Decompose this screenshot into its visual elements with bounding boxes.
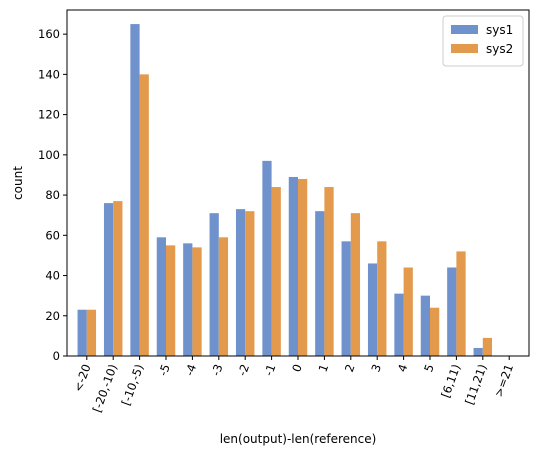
bar-sys2-7 <box>271 187 281 356</box>
bars-group <box>77 24 493 357</box>
y-tick-label: 120 <box>38 108 60 122</box>
bar-sys2-1 <box>113 201 123 356</box>
bar-sys2-12 <box>403 267 413 356</box>
bar-sys1-8 <box>288 176 298 356</box>
x-tick-label: 2 <box>342 362 358 374</box>
bar-sys1-9 <box>315 211 325 356</box>
x-axis: <-20[-20,-10)[-10,-5) -5 -4 -3 -2 -1 0 1 2 3 4 5 [6,… <box>71 356 516 414</box>
x-tick-label: -1 <box>261 362 278 378</box>
bar-sys1-12 <box>394 293 404 356</box>
legend-swatch-sys1 <box>451 25 478 34</box>
y-tick-label: 160 <box>38 27 60 41</box>
y-tick-label: 80 <box>45 188 60 202</box>
bar-sys1-4 <box>183 243 193 356</box>
bar-sys1-15 <box>473 347 483 356</box>
x-axis-label: len(output)-len(reference) <box>220 432 377 446</box>
bar-sys1-10 <box>341 241 351 356</box>
bar-sys1-13 <box>420 295 430 356</box>
y-axis: 0 20 40 60 80 100 120 140 160 <box>38 27 67 363</box>
x-tick-label: [-20,-10) <box>90 362 120 414</box>
bar-sys2-2 <box>139 74 149 357</box>
y-tick-label: 0 <box>53 349 60 363</box>
bar-sys2-15 <box>482 337 493 356</box>
y-tick-label: 40 <box>45 269 60 283</box>
bar-sys1-2 <box>130 24 140 357</box>
bar-sys1-7 <box>262 160 272 356</box>
y-tick-label: 100 <box>38 148 60 162</box>
bar-sys2-14 <box>456 251 466 356</box>
bar-sys2-5 <box>218 237 229 356</box>
x-tick-label: 1 <box>316 362 332 374</box>
x-tick-label: [-10,-5) <box>119 362 147 407</box>
bar-sys1-14 <box>447 267 457 356</box>
x-tick-label: 0 <box>289 362 305 374</box>
y-tick-label: 140 <box>38 67 60 81</box>
bar-sys1-11 <box>367 263 378 356</box>
x-tick-label: >=21 <box>491 362 516 399</box>
y-axis-label: count <box>11 166 25 200</box>
legend-label-sys2: sys2 <box>486 42 513 56</box>
bar-sys2-13 <box>430 307 440 356</box>
bar-sys2-4 <box>192 247 202 356</box>
legend-swatch-sys2 <box>451 44 478 53</box>
bar-sys2-11 <box>377 241 387 356</box>
x-tick-label: <-20 <box>71 362 94 393</box>
x-tick-label: -5 <box>156 362 173 378</box>
bar-sys1-1 <box>103 203 114 356</box>
y-tick-label: 60 <box>45 228 60 242</box>
legend-label-sys1: sys1 <box>486 23 513 37</box>
x-tick-label: 5 <box>421 362 437 374</box>
x-tick-label: [6,11) <box>438 362 463 399</box>
bar-sys2-0 <box>86 309 97 356</box>
bar-sys2-6 <box>245 211 255 356</box>
bar-sys2-8 <box>298 178 308 356</box>
y-tick-label: 20 <box>45 309 60 323</box>
bar-sys2-10 <box>350 213 361 356</box>
x-tick-label: [11,21) <box>462 362 489 406</box>
plot-frame <box>66 9 530 357</box>
bar-sys1-3 <box>156 237 166 356</box>
bar-sys1-5 <box>209 213 219 356</box>
x-tick-label: 3 <box>368 362 384 374</box>
bar-sys2-9 <box>324 187 334 356</box>
x-tick-label: 4 <box>395 362 411 374</box>
legend: sys1 sys2 <box>442 15 524 67</box>
bar-sys2-3 <box>166 245 176 356</box>
x-tick-label: -2 <box>235 362 252 378</box>
x-tick-label: -4 <box>182 362 199 378</box>
x-tick-label: -3 <box>209 362 226 378</box>
bar-sys1-6 <box>235 209 246 356</box>
bar-sys1-0 <box>77 309 87 356</box>
